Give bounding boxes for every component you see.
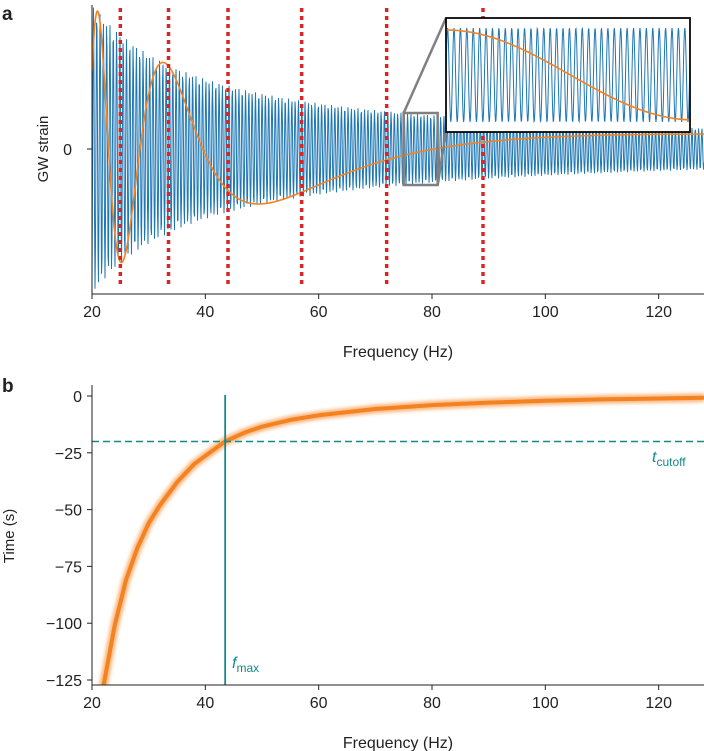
t-cutoff-label: tcutoff [652,449,686,469]
x-tick-label: 40 [196,304,214,321]
f-max-main: f [232,655,238,672]
panel-b-xlabel: Frequency (Hz) [343,735,453,751]
inset-border [445,17,691,133]
inset-orange-strain [446,29,690,121]
y-tick-label: 0 [73,389,82,406]
panel-b-plot [92,393,704,685]
y-tick-label: 0 [63,142,72,159]
x-tick-label: 60 [310,695,328,712]
panel-a-xlabel: Frequency (Hz) [343,344,453,361]
x-tick-label: 100 [532,304,559,321]
t-cutoff-main: t [652,449,657,466]
x-tick-label: 40 [196,695,214,712]
zoom-connector-bottom [436,131,448,186]
panel-a-axes: 20 40 60 80 100 120 0 [63,5,704,321]
panel-a: a 20 40 60 80 100 120 0 GW strain Frequency (H… [2,4,704,361]
y-tick-label: −75 [55,559,82,576]
x-tick-label: 20 [83,304,101,321]
panel-b-label: b [2,376,14,397]
panel-a-dotted-lines [118,8,485,288]
f-max-label: fmax [232,655,259,675]
panel-a-waves [92,7,704,289]
x-tick-label: 80 [423,695,441,712]
t-cutoff-sub: cutoff [656,455,686,469]
panel-a-zoom [402,17,691,187]
x-tick-label: 80 [423,304,441,321]
y-tick-label: −100 [46,616,82,633]
y-tick-label: −25 [55,446,82,463]
time-frequency-curve [101,395,704,685]
zoom-box [402,111,439,187]
y-tick-label: −125 [46,673,82,690]
zoom-connector-top [402,17,448,114]
x-tick-label: 100 [532,695,559,712]
panel-b: b 20 40 60 80 100 120 0 −25 −50 −75 −100 −125 tcuto… [1,376,704,751]
series-orange-strain [92,10,704,264]
panel-a-ylabel: GW strain [35,116,52,183]
x-tick-label: 120 [645,695,672,712]
x-tick-label: 120 [645,304,672,321]
panel-a-label: a [2,4,13,25]
series-blue-strain [92,7,704,289]
inset-waves [446,26,690,124]
f-max-sub: max [236,661,259,675]
panel-b-ylabel: Time (s) [1,509,18,563]
y-tick-label: −50 [55,503,82,520]
x-tick-label: 20 [83,695,101,712]
panel-b-axes: 20 40 60 80 100 120 0 −25 −50 −75 −100 −125 [46,385,704,712]
x-tick-label: 60 [310,304,328,321]
